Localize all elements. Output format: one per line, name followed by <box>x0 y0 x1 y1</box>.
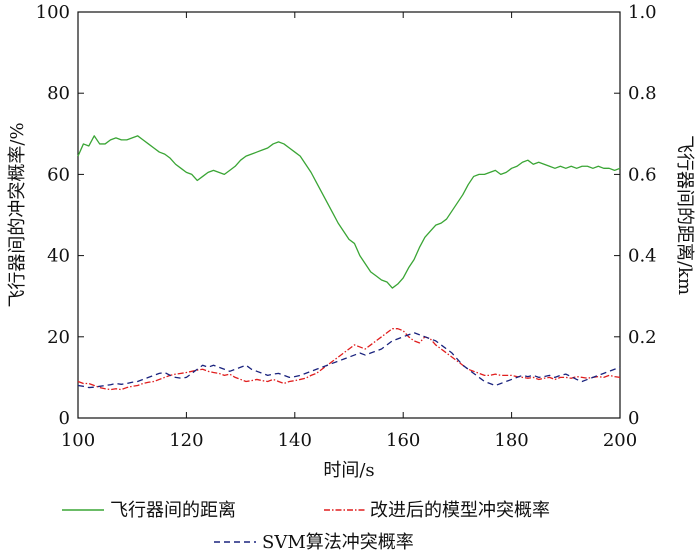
x-tick-label: 140 <box>278 430 312 451</box>
right-y-tick-label: 1.0 <box>628 2 657 23</box>
right-y-tick-label: 0.6 <box>628 164 657 185</box>
plot-area-frame <box>77 11 621 419</box>
left-y-axis-title: 飞行器间的冲突概率/% <box>7 122 28 307</box>
distance-series-line <box>77 135 621 289</box>
left-y-tick-label: 20 <box>47 327 70 348</box>
x-tick-label: 120 <box>169 430 203 451</box>
legend-label: 飞行器间的距离 <box>110 500 236 521</box>
series-layer <box>77 135 621 391</box>
left-y-tick-label: 40 <box>47 246 70 267</box>
left-y-tick-label: 60 <box>47 164 70 185</box>
legend: 飞行器间的距离 改进后的模型冲突概率 SVM算法冲突概率 <box>62 500 550 553</box>
left-y-tick-label: 0 <box>59 408 70 429</box>
x-axis-title: 时间/s <box>323 460 374 481</box>
svm-series-line <box>77 332 621 389</box>
left-y-tick-label: 80 <box>47 83 70 104</box>
right-y-tick-label: 0.2 <box>628 327 657 348</box>
legend-label: 改进后的模型冲突概率 <box>370 500 550 521</box>
right-y-axis-title: 飞行器间的距离/km <box>674 135 695 295</box>
x-tick-label: 180 <box>494 430 528 451</box>
right-y-tick-label: 0.4 <box>628 246 657 267</box>
x-tick-label: 100 <box>61 430 95 451</box>
ticks-layer: 100 120 140 160 180 20002040608010000.20.40.6… <box>36 2 657 451</box>
x-tick-label: 200 <box>603 430 637 451</box>
right-y-tick-label: 0.8 <box>628 83 657 104</box>
left-y-tick-label: 100 <box>36 2 70 23</box>
improved-model-series-line <box>77 328 621 391</box>
legend-label: SVM算法冲突概率 <box>262 532 414 553</box>
x-tick-label: 160 <box>386 430 420 451</box>
right-y-tick-label: 0 <box>628 408 639 429</box>
